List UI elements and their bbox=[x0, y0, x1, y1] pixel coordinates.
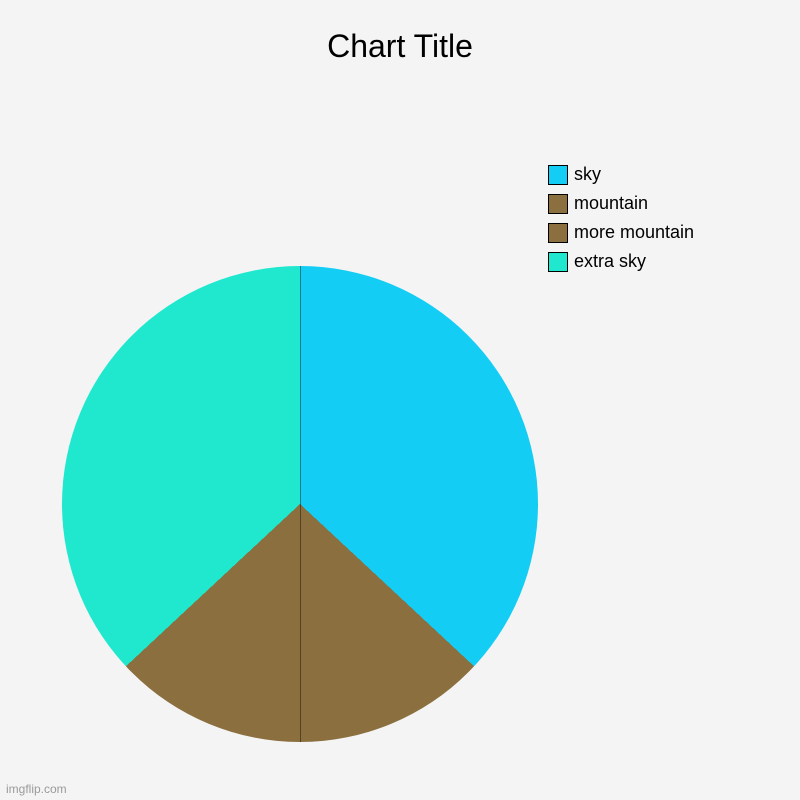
legend: sky mountain more mountain extra sky bbox=[548, 164, 694, 280]
legend-label: more mountain bbox=[574, 222, 694, 243]
legend-item: extra sky bbox=[548, 251, 694, 272]
slice-divider-bottom bbox=[300, 504, 301, 742]
legend-swatch bbox=[548, 252, 568, 272]
legend-item: sky bbox=[548, 164, 694, 185]
watermark: imgflip.com bbox=[6, 782, 67, 796]
slice-divider-top bbox=[300, 266, 301, 504]
legend-swatch bbox=[548, 165, 568, 185]
legend-label: sky bbox=[574, 164, 601, 185]
legend-label: extra sky bbox=[574, 251, 646, 272]
legend-swatch bbox=[548, 223, 568, 243]
legend-item: mountain bbox=[548, 193, 694, 214]
legend-swatch bbox=[548, 194, 568, 214]
legend-label: mountain bbox=[574, 193, 648, 214]
pie-chart bbox=[62, 266, 538, 742]
chart-title: Chart Title bbox=[0, 28, 800, 65]
legend-item: more mountain bbox=[548, 222, 694, 243]
